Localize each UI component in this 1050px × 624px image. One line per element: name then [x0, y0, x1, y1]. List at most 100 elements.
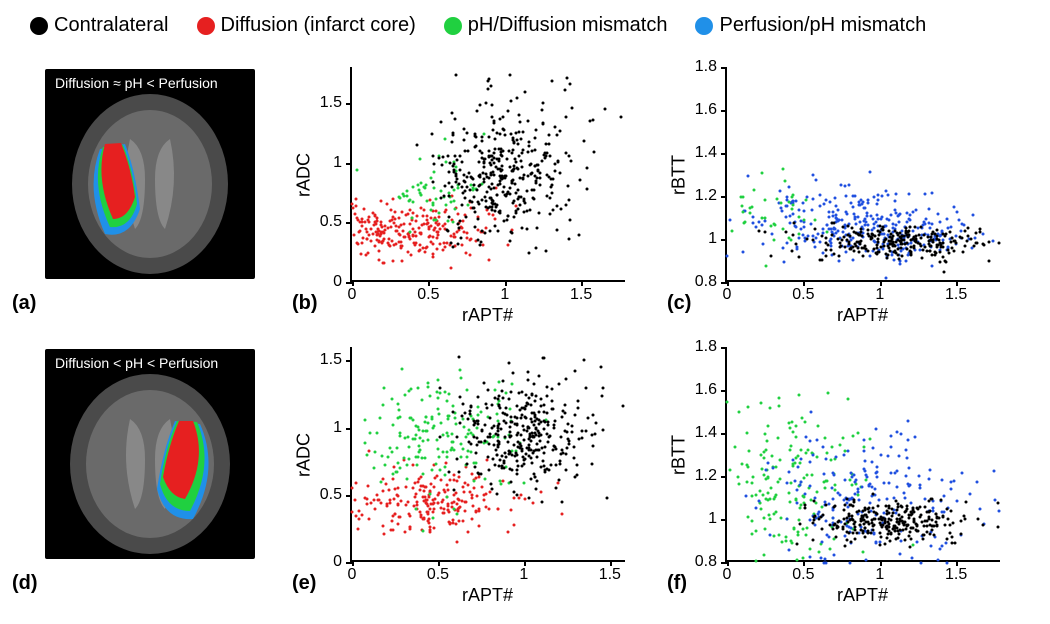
plot-area: 00.511.500.511.5: [350, 347, 625, 562]
scatter-point: [787, 471, 790, 474]
scatter-point: [882, 245, 885, 248]
scatter-point: [452, 410, 455, 413]
scatter-point: [423, 500, 426, 503]
scatter-point: [903, 538, 906, 541]
scatter-point: [949, 510, 952, 513]
scatter-point: [476, 189, 479, 192]
scatter-point: [973, 245, 976, 248]
scatter-point: [758, 229, 761, 232]
scatter-point: [462, 485, 465, 488]
scatter-point: [450, 112, 453, 115]
scatter-point: [966, 226, 969, 229]
scatter-point: [767, 424, 770, 427]
scatter-point: [507, 215, 510, 218]
scatter-point: [438, 392, 441, 395]
scatter-point: [789, 426, 792, 429]
scatter-point: [432, 210, 435, 213]
scatter-point: [801, 557, 804, 560]
scatter-point: [789, 215, 792, 218]
scatter-point: [538, 375, 541, 378]
scatter-point: [963, 224, 966, 227]
scatter-point: [884, 505, 887, 508]
scatter-point: [411, 463, 414, 466]
scatter-point: [855, 222, 858, 225]
scatter-point: [382, 230, 385, 233]
scatter-point: [981, 523, 984, 526]
scatter-point: [778, 189, 781, 192]
scatter-point: [447, 471, 450, 474]
scatter-point: [830, 446, 833, 449]
scatter-point: [828, 536, 831, 539]
scatter-point: [843, 185, 846, 188]
tick-label-y: 1.5: [320, 94, 342, 112]
scatter-point: [514, 454, 517, 457]
scatter-point: [746, 464, 749, 467]
scatter-point: [418, 249, 421, 252]
scatter-point: [619, 115, 622, 118]
scatter-point: [414, 438, 417, 441]
scatter-point: [378, 259, 381, 262]
scatter-point: [369, 228, 372, 231]
xlabel-text: rAPT#: [462, 585, 513, 605]
scatter-point: [491, 213, 494, 216]
scatter-point: [560, 435, 563, 438]
scatter-point: [952, 521, 955, 524]
scatter-point: [396, 416, 399, 419]
scatter-point: [832, 252, 835, 255]
tick-y: [721, 196, 727, 198]
tick-label-x: 1: [519, 566, 528, 584]
scatter-point: [452, 189, 455, 192]
scatter-point: [755, 225, 758, 228]
scatter-point: [486, 190, 489, 193]
scatter-point: [493, 218, 496, 221]
scatter-point: [873, 487, 876, 490]
panel-e: 00.511.500.511.5 rADC rAPT# (e): [290, 329, 655, 599]
scatter-point: [751, 205, 754, 208]
scatter-point: [577, 407, 580, 410]
scatter-point: [483, 166, 486, 169]
scatter-point: [484, 402, 487, 405]
scatter-point: [550, 400, 553, 403]
scatter-point: [544, 143, 547, 146]
scatter-point: [423, 457, 426, 460]
scatter-point: [905, 231, 908, 234]
tick-label-x: 0: [348, 286, 357, 304]
scatter-point: [765, 264, 768, 267]
scatter-point: [354, 212, 357, 215]
scatter-point: [581, 436, 584, 439]
scatter-point: [522, 177, 525, 180]
scatter-point: [874, 494, 877, 497]
tick-y: [721, 562, 727, 564]
scatter-point: [492, 119, 495, 122]
scatter-point: [409, 209, 412, 212]
scatter-point: [442, 508, 445, 511]
scatter-point: [451, 404, 454, 407]
scatter-point: [451, 141, 454, 144]
scatter-point: [894, 530, 897, 533]
scatter-point: [423, 251, 426, 254]
scatter-point: [559, 463, 562, 466]
scatter-point: [941, 479, 944, 482]
scatter-point: [464, 482, 467, 485]
scatter-point: [412, 211, 415, 214]
scatter-point: [395, 242, 398, 245]
scatter-point: [794, 461, 797, 464]
scatter-point: [845, 538, 848, 541]
scatter-point: [784, 540, 787, 543]
scatter-point: [829, 249, 832, 252]
scatter-point: [837, 238, 840, 241]
scatter-point: [462, 402, 465, 405]
scatter-point: [401, 244, 404, 247]
scatter-point: [461, 243, 464, 246]
scatter-point: [906, 456, 909, 459]
scatter-point: [844, 195, 847, 198]
scatter-point: [419, 193, 422, 196]
scatter-point: [961, 472, 964, 475]
scatter-point: [507, 452, 510, 455]
scatter-point: [502, 396, 505, 399]
scatter-point: [530, 478, 533, 481]
scatter-point: [415, 235, 418, 238]
scatter-point: [821, 234, 824, 237]
scatter-point: [534, 487, 537, 490]
scatter-point: [852, 249, 855, 252]
